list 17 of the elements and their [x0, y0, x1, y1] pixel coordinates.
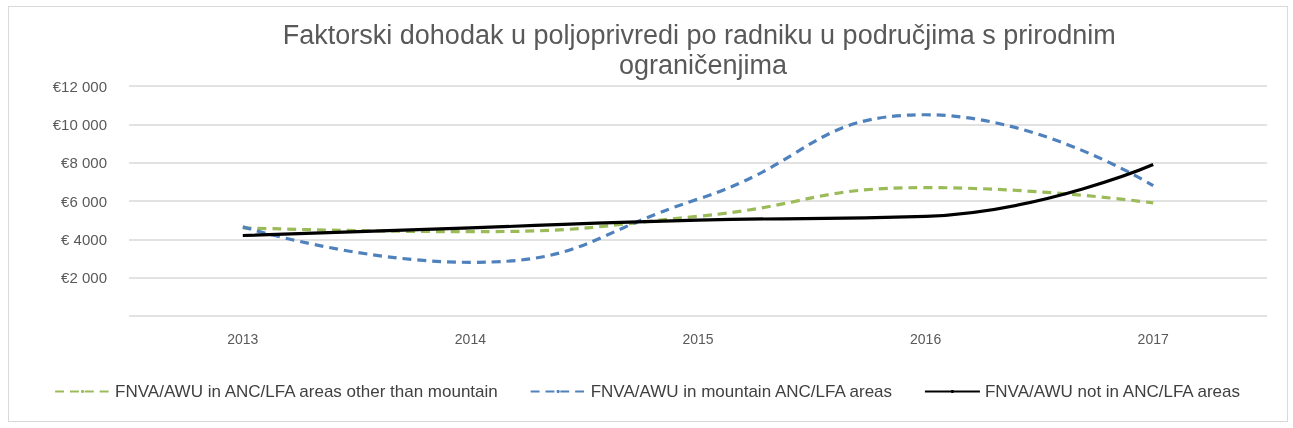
legend-label: FNVA/AWU not in ANC/LFA areas: [984, 382, 1241, 401]
line-series: [241, 113, 1155, 264]
y-tick-label: €12 000: [52, 77, 107, 95]
y-tick-label: € 4000: [61, 230, 107, 248]
legend-label: FNVA/AWU in ANC/LFA areas other than mountain: [115, 382, 498, 401]
line-series: [241, 162, 1155, 238]
x-tick-label: 2013: [227, 331, 259, 347]
y-tick-label: €8 000: [61, 154, 107, 172]
x-tick-label: 2015: [682, 331, 714, 347]
y-tick-label: €6 000: [61, 192, 107, 210]
y-tick-label: €2 000: [61, 269, 107, 287]
legend-label: FNVA/AWU in mountain ANC/LFA areas: [590, 382, 893, 401]
y-tick-label: €10 000: [52, 115, 107, 133]
chart-title: Faktorski dohodak u poljoprivredi po radniku u područjima s prirodnim ograničenjima: [282, 20, 1124, 80]
x-tick-label: 2016: [910, 331, 942, 347]
x-tick-label: 2017: [1137, 331, 1169, 347]
x-tick-label: 2014: [454, 331, 487, 347]
